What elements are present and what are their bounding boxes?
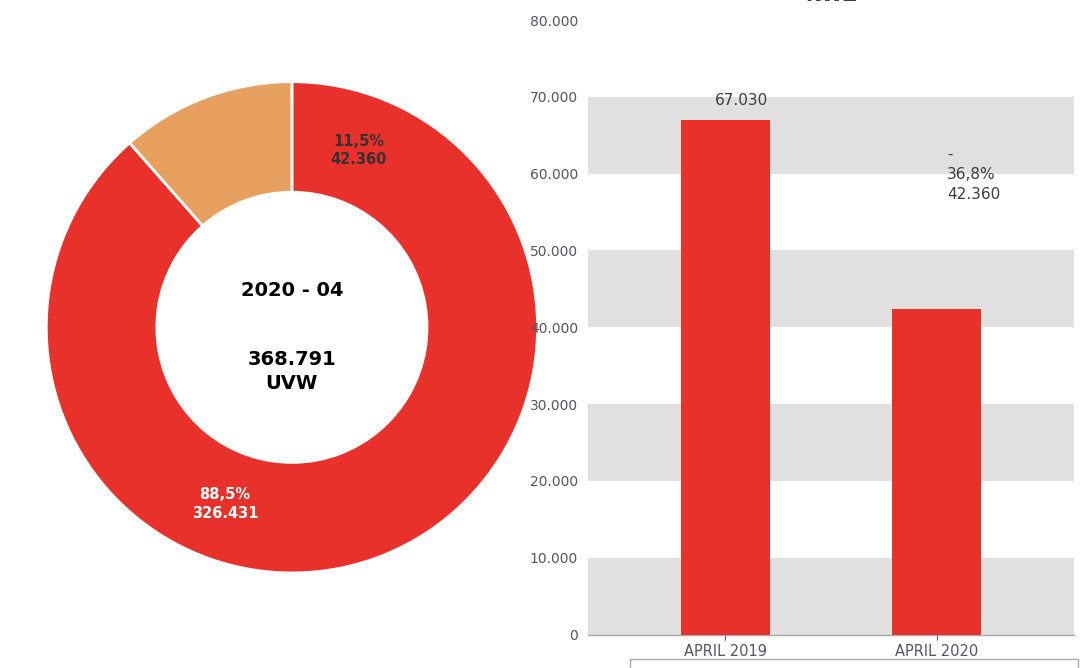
- Text: 88,5%
326.431: 88,5% 326.431: [192, 488, 258, 521]
- Text: 11,5%
42.360: 11,5% 42.360: [331, 134, 387, 167]
- Wedge shape: [47, 81, 537, 573]
- Title: Evolutie van de UVW-
NWZ: Evolutie van de UVW- NWZ: [713, 0, 949, 5]
- Text: 2020 - 04: 2020 - 04: [241, 281, 343, 300]
- Bar: [892, 309, 981, 635]
- Bar: [680, 120, 769, 635]
- Text: 368.791
UVW: 368.791 UVW: [247, 350, 336, 393]
- Bar: [588, 558, 1074, 635]
- Wedge shape: [129, 81, 292, 226]
- FancyBboxPatch shape: [630, 659, 1078, 668]
- Bar: [588, 404, 1074, 481]
- Text: 67.030: 67.030: [715, 93, 768, 108]
- Text: -
36,8%
42.360: - 36,8% 42.360: [947, 147, 1000, 202]
- Bar: [588, 250, 1074, 327]
- Bar: [588, 97, 1074, 174]
